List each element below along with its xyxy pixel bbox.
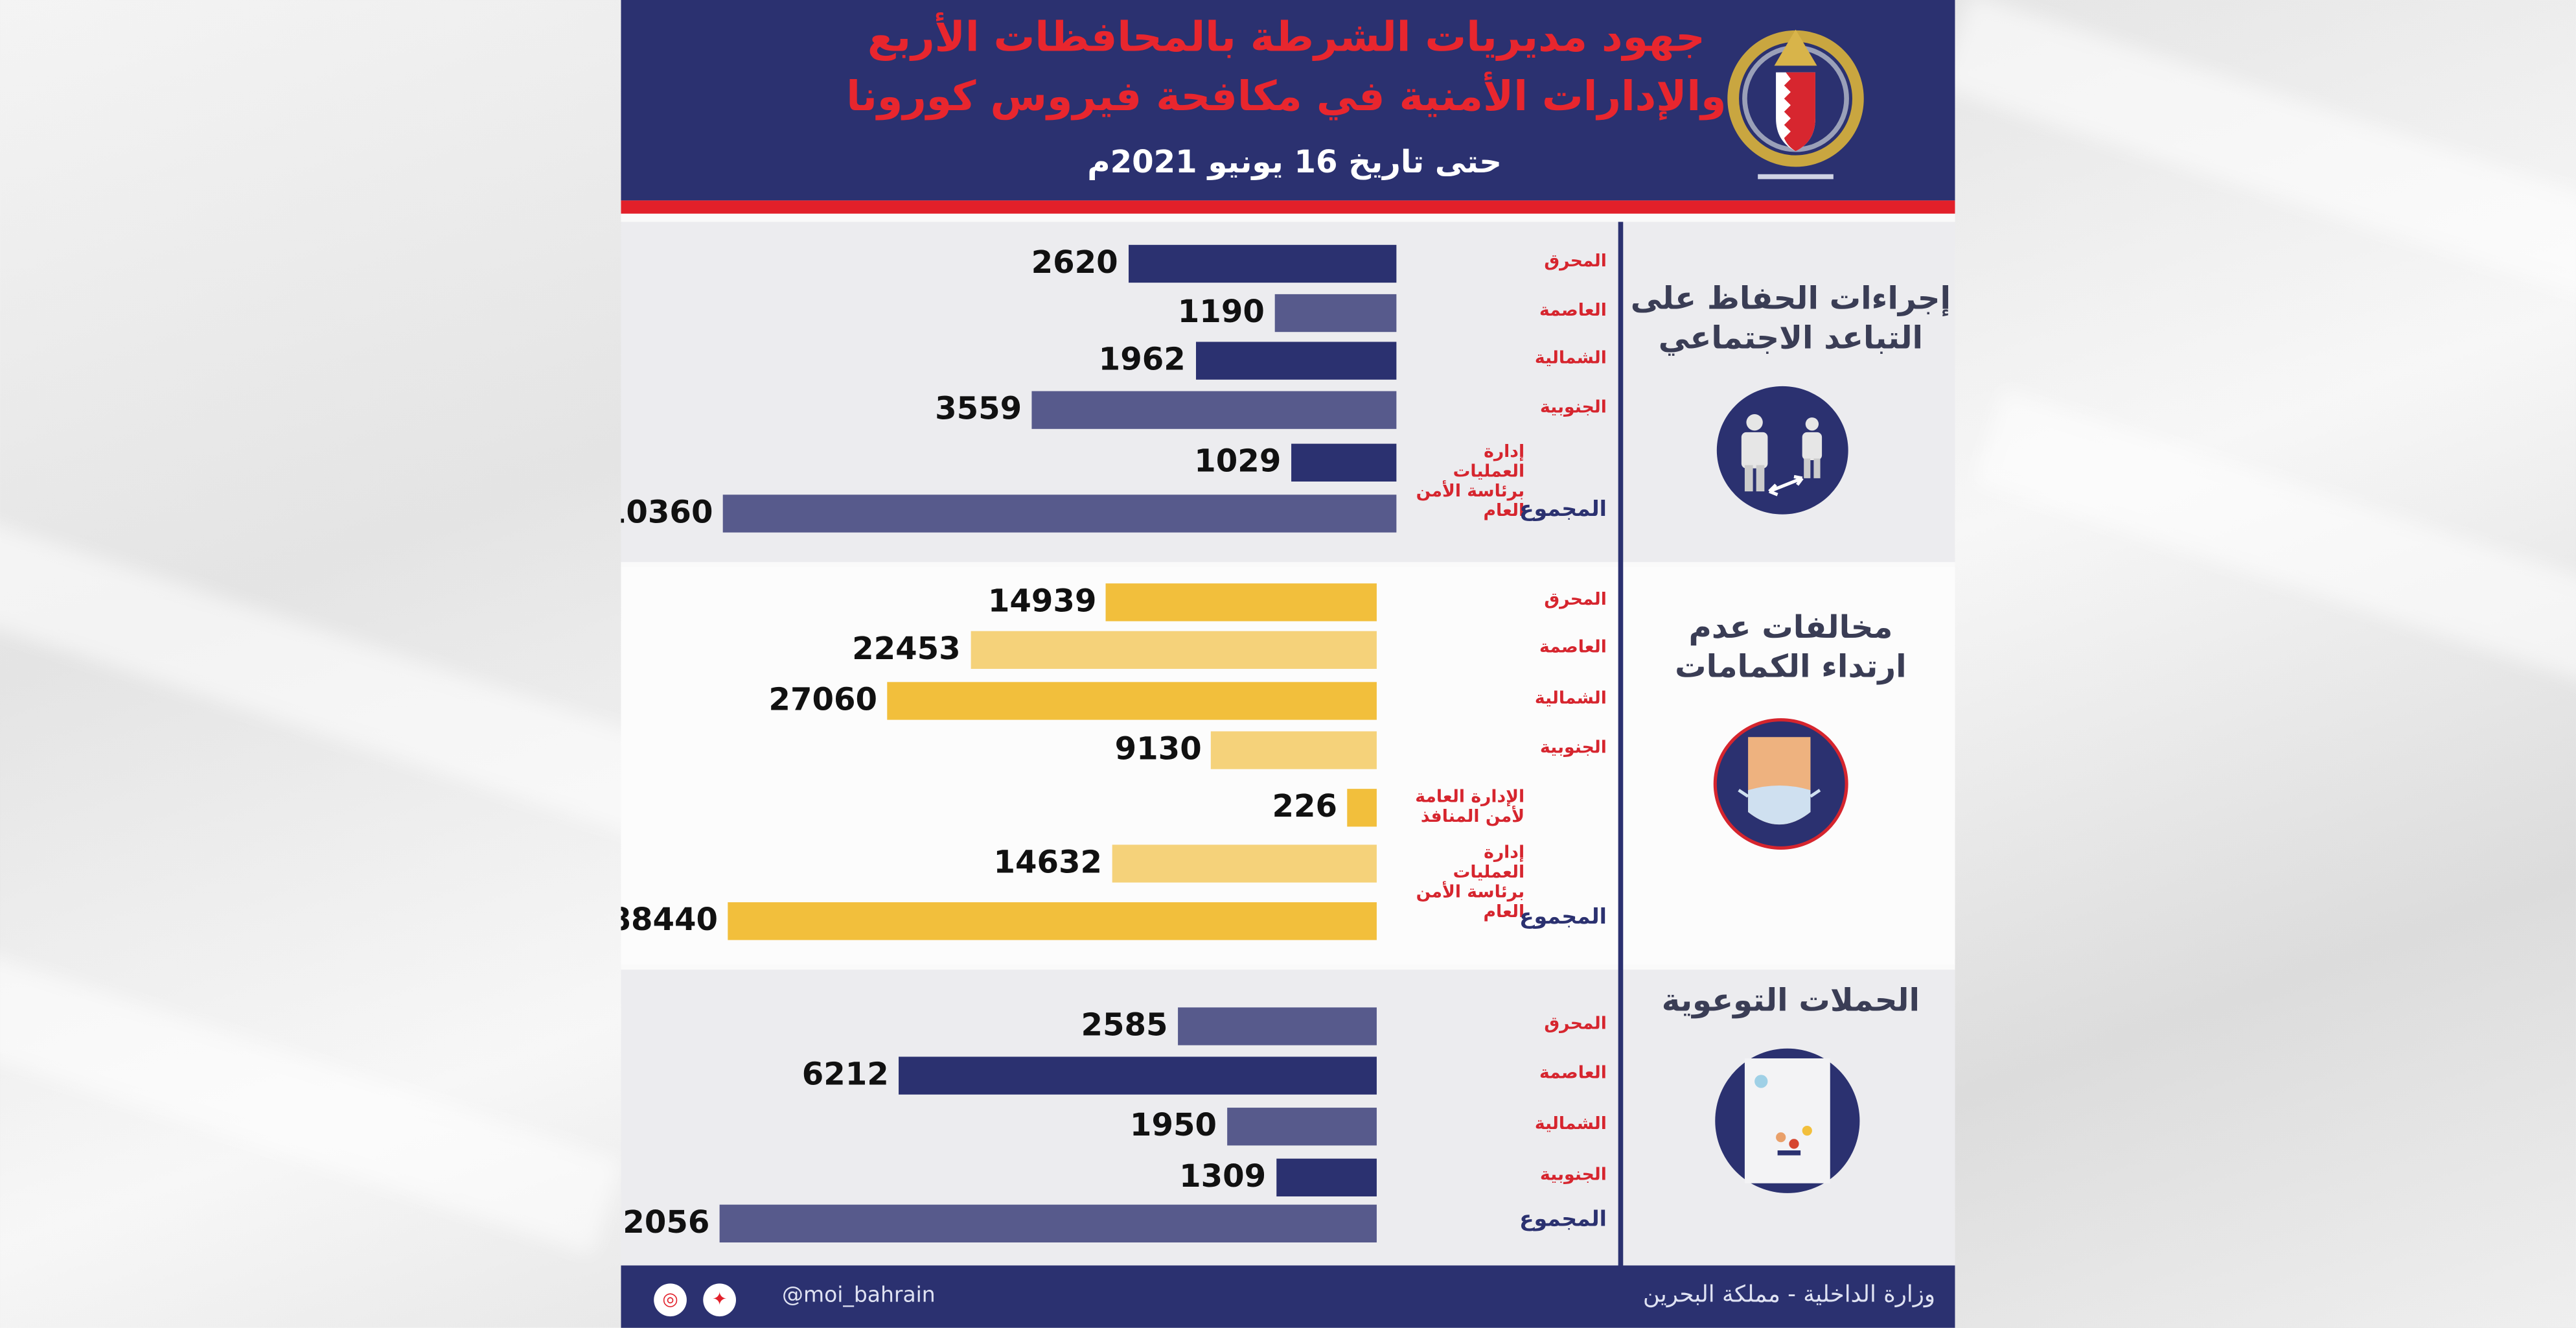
category-label: الشمالية <box>1534 1114 1607 1134</box>
infographic: جهود مديريات الشرطة بالمحافظات الأربع وا… <box>621 0 1955 1328</box>
header: جهود مديريات الشرطة بالمحافظات الأربع وا… <box>621 0 1955 201</box>
category-label: الشمالية <box>1534 688 1607 708</box>
panel-title-line: ارتداء الكمامات <box>1675 649 1907 686</box>
bar-value-label: 3559 <box>935 390 1022 427</box>
bar <box>1347 787 1377 826</box>
bar <box>1226 1106 1377 1145</box>
category-label: إدارة العمليات برئاسة الأمن العام <box>1416 442 1525 521</box>
title-line-2: والإدارات الأمنية في مكافحة فيروس كورونا <box>846 72 1727 121</box>
category-label: المحرق <box>1544 251 1607 272</box>
bar-value-label: 12056 <box>621 1204 710 1241</box>
bar-value-label: 226 <box>1272 787 1338 824</box>
bar-value-label: 9130 <box>1114 730 1202 767</box>
awareness-poster-icon <box>1715 1048 1860 1193</box>
bar <box>1127 244 1397 282</box>
bar-value-label: 14632 <box>993 844 1103 880</box>
bar-value-label: 1029 <box>1194 443 1282 480</box>
bar-value-label: 1309 <box>1179 1158 1267 1194</box>
bar <box>1211 730 1377 769</box>
bar-value-label: 22453 <box>852 630 961 667</box>
category-label: المجموع <box>1519 498 1607 523</box>
bar <box>1112 844 1377 882</box>
background-streak <box>1973 388 2576 696</box>
bar <box>970 630 1377 668</box>
bar-value-label: 2620 <box>1031 244 1118 281</box>
panel-title-line: مخالفات عدم <box>1688 609 1893 646</box>
category-label: الجنوبية <box>1540 397 1607 418</box>
category-label: الشمالية <box>1534 348 1607 368</box>
bar-value-label: 6212 <box>801 1056 889 1092</box>
bar-total <box>722 493 1397 532</box>
background-streak <box>0 505 686 843</box>
category-label: العاصمة <box>1539 301 1607 321</box>
ministry-name: وزارة الداخلية - مملكة البحرين <box>1642 1281 1936 1309</box>
background-streak <box>0 948 623 1255</box>
panel-title-line: التباعد الاجتماعي <box>1658 320 1924 357</box>
bar-value-label: 2585 <box>1081 1007 1168 1043</box>
category-label: الجنوبية <box>1540 1165 1607 1185</box>
panel-title-line: إجراءات الحفاظ على <box>1630 281 1951 318</box>
instagram-icon[interactable]: ◎ <box>654 1283 687 1317</box>
category-label: المحرق <box>1544 590 1607 610</box>
face-mask-icon <box>1713 718 1848 850</box>
bar <box>899 1056 1377 1094</box>
date-subtitle: حتى تاريخ 16 يونيو 2021م <box>1087 145 1502 181</box>
title-line-1: جهود مديريات الشرطة بالمحافظات الأربع <box>868 13 1705 61</box>
bar <box>1195 341 1397 379</box>
category-label: المجموع <box>1519 1207 1607 1233</box>
bar <box>1291 443 1397 481</box>
category-label: العاصمة <box>1539 637 1607 658</box>
bar <box>1276 1158 1377 1196</box>
bar-value-label: 1190 <box>1177 293 1265 330</box>
panel-title-masks: مخالفات عدم ارتداء الكمامات <box>1626 608 1955 687</box>
bar-total <box>728 901 1377 940</box>
bar-value-label: 14939 <box>987 582 1097 619</box>
bar <box>1177 1007 1377 1045</box>
bar-value-label: 1962 <box>1098 341 1186 377</box>
category-label: المحرق <box>1544 1014 1607 1034</box>
bar <box>887 681 1377 719</box>
category-label: المجموع <box>1519 905 1607 931</box>
background-streak <box>1940 0 2576 302</box>
header-accent-bar <box>621 200 1955 214</box>
column-divider <box>1618 222 1624 1266</box>
bar-value-label: 10360 <box>621 493 713 530</box>
panel-title-awareness: الحملات التوعوية <box>1626 981 1955 1021</box>
panel-title-line: الحملات التوعوية <box>1661 983 1920 1019</box>
footer: ◎ ✦ @moi_bahrain وزارة الداخلية - مملكة … <box>621 1265 1955 1328</box>
ministry-logo <box>1727 29 1864 180</box>
bar-total <box>719 1204 1377 1242</box>
bar-value-label: 27060 <box>768 681 878 717</box>
bar <box>1274 293 1397 331</box>
social-handle[interactable]: @moi_bahrain <box>781 1283 936 1309</box>
category-label: الإدارة العامة لأمن المنافذ <box>1415 787 1525 827</box>
category-label: إدارة العمليات برئاسة الأمن العام <box>1416 843 1525 922</box>
social-distancing-icon <box>1716 386 1848 515</box>
category-label: العاصمة <box>1539 1063 1607 1084</box>
bar <box>1031 390 1397 428</box>
bar-value-label: 1950 <box>1129 1106 1217 1143</box>
twitter-icon[interactable]: ✦ <box>703 1283 736 1317</box>
category-label: الجنوبية <box>1540 738 1607 758</box>
panel-title-social-distancing: إجراءات الحفاظ على التباعد الاجتماعي <box>1626 279 1955 358</box>
bar <box>1106 582 1377 621</box>
bar-value-label: 88440 <box>621 901 719 938</box>
